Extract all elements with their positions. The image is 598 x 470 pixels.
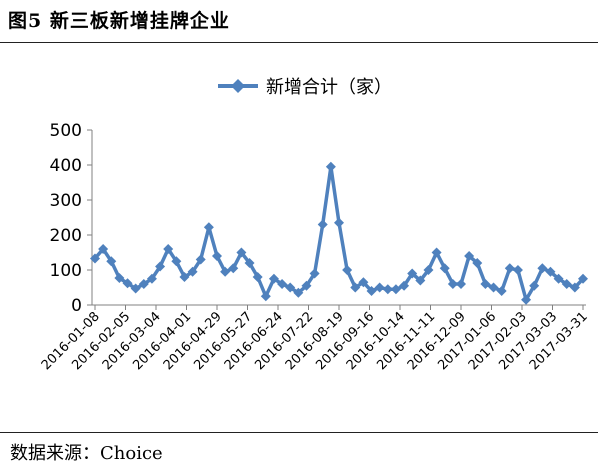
- data-point-marker: [325, 161, 336, 172]
- y-tick-label: 200: [50, 226, 82, 246]
- series-line: [93, 165, 585, 302]
- data-point-marker: [90, 253, 100, 264]
- data-point-marker: [138, 279, 149, 289]
- figure-title: 图5 新三板新增挂牌企业: [8, 10, 230, 32]
- data-point-marker: [203, 222, 214, 233]
- data-point-marker: [146, 273, 157, 284]
- data-point-marker: [358, 277, 369, 288]
- data-point-marker: [236, 247, 247, 258]
- data-point-marker: [578, 273, 588, 284]
- data-point-marker: [464, 251, 475, 261]
- data-point-marker: [472, 258, 483, 268]
- data-point-marker: [439, 263, 450, 274]
- data-point-marker: [382, 284, 393, 295]
- data-point-marker: [98, 244, 109, 254]
- data-point-marker: [171, 256, 182, 267]
- bottom-rule: [0, 432, 598, 433]
- y-tick-label: 500: [50, 121, 82, 141]
- data-point-marker: [187, 266, 198, 277]
- data-point-marker: [521, 294, 532, 305]
- data-point-marker: [342, 265, 353, 275]
- data-point-marker: [390, 284, 401, 295]
- data-point-marker: [309, 268, 320, 279]
- legend-label: 新增合计（家）: [266, 77, 392, 98]
- data-point-marker: [496, 286, 507, 296]
- data-source-note: 数据来源：Choice: [10, 443, 163, 464]
- data-point-marker: [220, 266, 231, 277]
- data-point-marker: [366, 286, 377, 296]
- data-point-marker: [553, 273, 564, 284]
- chart-legend: 新增合计（家）: [218, 77, 392, 98]
- data-point-marker: [447, 279, 458, 289]
- data-point-marker: [301, 280, 312, 291]
- series-new-listings: [90, 161, 588, 305]
- data-point-marker: [252, 272, 263, 282]
- top-rule: [0, 42, 598, 43]
- data-point-marker: [228, 263, 239, 274]
- data-point-marker: [260, 291, 271, 302]
- data-point-marker: [431, 247, 442, 258]
- data-point-marker: [122, 278, 133, 289]
- x-axis-ticks: 2016-01-082016-02-052016-03-042016-04-01…: [39, 305, 591, 373]
- data-point-marker: [130, 283, 141, 294]
- data-point-marker: [561, 279, 572, 289]
- data-point-marker: [399, 280, 410, 291]
- data-point-marker: [545, 266, 556, 277]
- data-point-marker: [277, 279, 288, 289]
- data-point-marker: [268, 273, 279, 284]
- data-point-marker: [504, 263, 515, 274]
- data-point-marker: [293, 287, 304, 298]
- data-point-marker: [537, 263, 548, 274]
- data-point-marker: [212, 251, 222, 261]
- data-point-marker: [195, 254, 206, 265]
- y-tick-label: 0: [71, 296, 82, 316]
- data-point-marker: [317, 219, 328, 230]
- data-point-marker: [244, 258, 255, 268]
- data-point-marker: [480, 279, 491, 289]
- y-tick-label: 400: [50, 156, 82, 176]
- data-point-marker: [114, 273, 125, 284]
- data-point-marker: [569, 282, 580, 293]
- data-point-marker: [285, 282, 296, 293]
- data-point-marker: [512, 265, 523, 275]
- data-point-marker: [163, 244, 174, 254]
- data-point-marker: [334, 217, 344, 228]
- y-axis-ticks: 0 100 200 300 400 500: [50, 121, 92, 316]
- data-point-marker: [179, 272, 190, 282]
- data-point-marker: [415, 275, 426, 286]
- data-point-marker: [529, 280, 540, 291]
- legend-diamond-marker-icon: [231, 79, 245, 93]
- data-point-marker: [407, 268, 418, 279]
- data-point-marker: [155, 261, 166, 272]
- data-point-marker: [423, 265, 434, 275]
- y-tick-label: 100: [50, 261, 82, 281]
- y-tick-label: 300: [50, 191, 82, 211]
- data-point-marker: [456, 279, 466, 289]
- data-point-marker: [350, 282, 361, 293]
- data-point-marker: [488, 282, 499, 293]
- data-point-marker: [106, 256, 117, 267]
- data-point-marker: [374, 282, 385, 293]
